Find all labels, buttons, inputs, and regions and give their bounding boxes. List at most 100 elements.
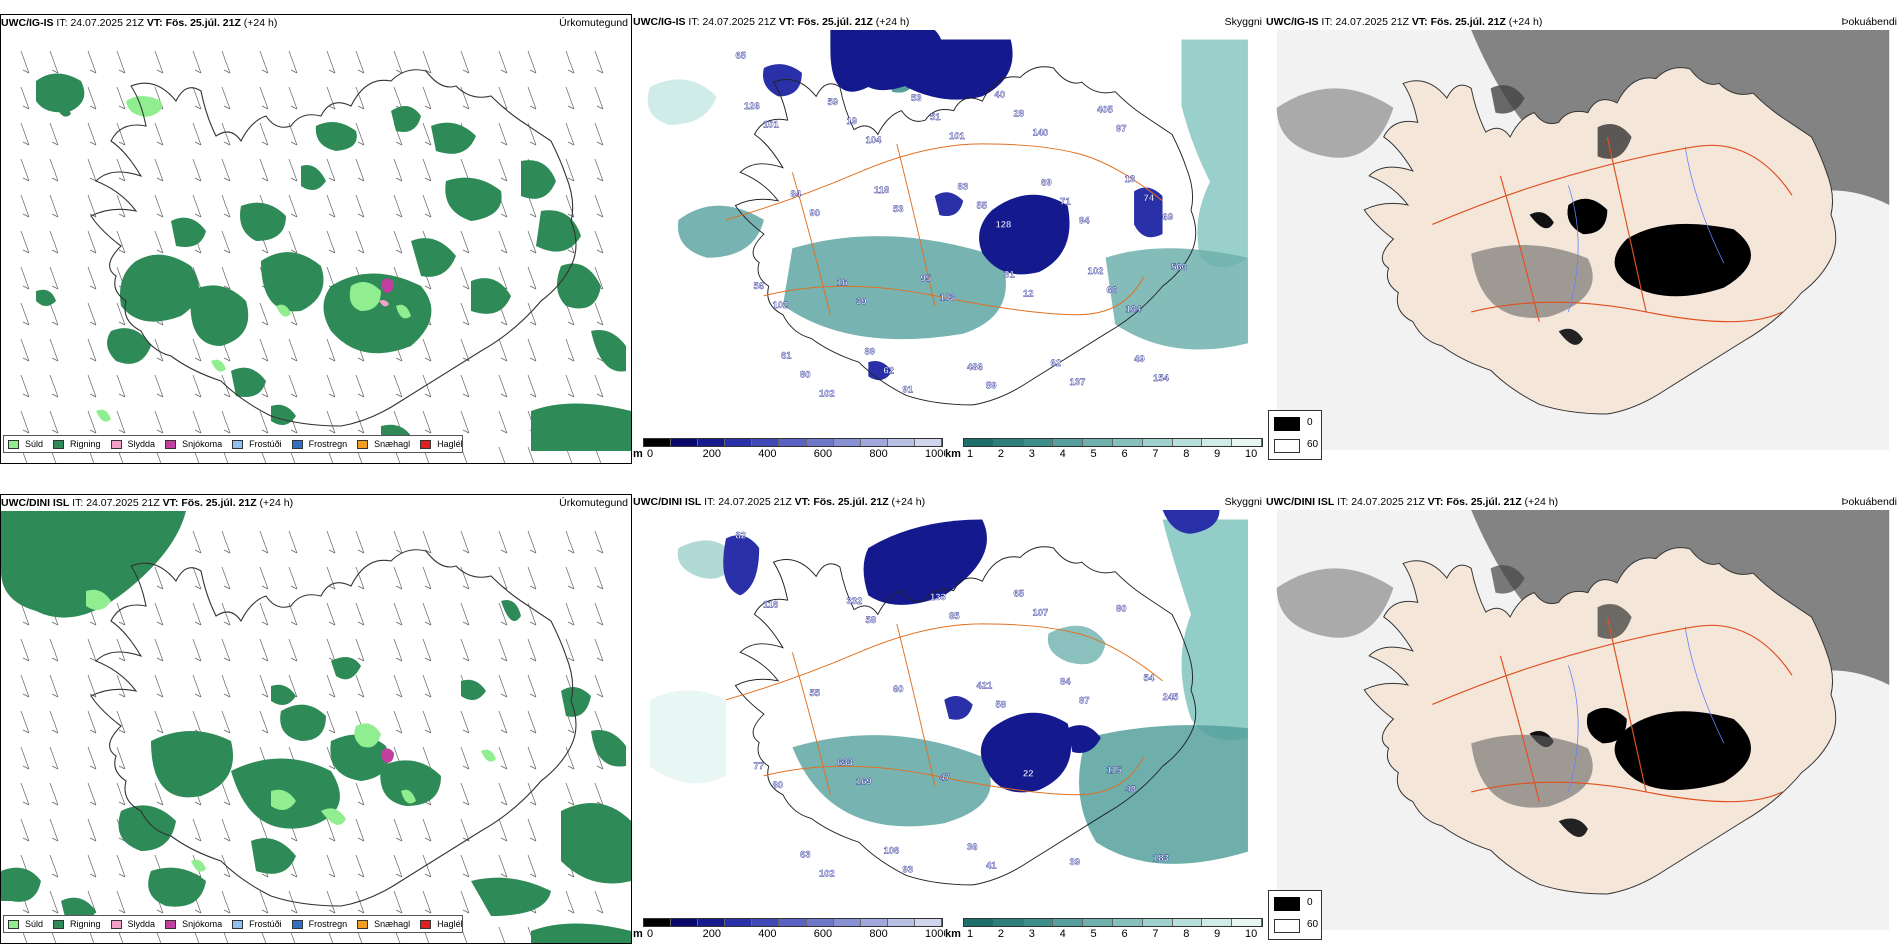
iceland-outline [734,546,1197,886]
cloud-base-label: 60 [893,684,904,695]
wind-barb [594,782,604,806]
wind-barb [49,230,59,254]
roads [725,143,1163,316]
wind-barb [355,50,365,74]
wind-barb [192,374,202,398]
wind-barb [422,854,432,878]
wind-barb [393,566,403,590]
wind-barb [594,230,604,254]
wind-barb [565,158,575,182]
wind-barb [116,194,126,218]
wind-barb [355,86,365,110]
wind-barb [20,302,30,326]
wind-barb [527,638,537,662]
wind-barb [355,782,365,806]
cloud-base-label: 84 [1060,677,1071,688]
wind-barb [326,854,336,878]
wind-barb [565,638,575,662]
wind-barb [498,230,508,254]
wind-barb [498,854,508,878]
wind-barb [154,194,164,218]
cloud-base-label: 245 [1163,692,1180,703]
legend-label: Súld [25,919,44,929]
init-time: 24.07.2025 21Z [702,16,776,28]
wind-barb [393,674,403,698]
cloud-base-colorbar: m 0 200 400 600 800 1000 [633,438,949,460]
wind-barb [498,158,508,182]
legend-swatch [232,439,244,449]
wind-barb [221,266,231,290]
wind-barb [221,230,231,254]
valid-time-label: VT: [794,496,811,508]
iceland-outline [90,69,577,427]
valid-time: Fös. 25.júl. 21Z [797,16,873,28]
wind-barb [422,602,432,626]
colorbar-tick: 1000 [925,448,950,460]
cloud-base-label: 59 [986,381,997,392]
cloud-base-label: 58 [865,615,876,626]
init-time-label: IT: [1337,496,1349,508]
wind-barb [326,158,336,182]
legend-swatch [53,919,65,929]
wind-barb [49,266,59,290]
cloud-base-label: 36 [967,842,978,853]
wind-barb [527,302,537,326]
legend-label: Frostregn [308,919,348,929]
wind-barb [527,446,535,463]
legend-label: Haglél [437,439,463,449]
wind-barb [565,302,575,326]
cloud-base-label: 89 [865,347,876,358]
cloud-base-label: 49 [1134,354,1145,365]
legend-swatch [110,919,122,929]
legend-item: Snæhagl [357,919,410,929]
low-cloud-fields [723,510,1220,793]
wind-barb [87,746,97,770]
wind-barb [422,890,432,914]
visibility-colorbar: km 1 2 3 4 5 6 7 8 9 10 [945,438,1265,460]
wind-barb [49,194,59,218]
roads [725,623,1163,796]
init-time-label: IT: [1321,16,1333,28]
map-header: UWC/IG-IS IT: 24.07.2025 21Z VT: Fös. 25… [1,15,631,31]
colorbar-tick: 6 [1121,448,1128,460]
colorbar-tick: 2 [997,448,1004,460]
colorbar-tick: 0 [647,928,654,940]
wind-barb [20,410,30,434]
cloud-base-label: 133 [930,592,946,603]
wind-barb [422,638,432,662]
wind-barb [326,530,336,554]
wind-barb [355,818,365,842]
rivers [1568,626,1725,793]
wind-barb [498,746,508,770]
wind-barb [565,86,575,110]
wind-barb [460,566,470,590]
parameter-name: Úrkomutegund [559,497,628,509]
wind-barb [288,638,298,662]
colorbar-tick: 4 [1059,928,1066,940]
lead-time: (+24 h) [875,16,910,28]
wind-barb [498,374,508,398]
wind-barb [116,746,126,770]
wind-barb [192,410,202,434]
cloud-base-label: 101 [949,131,966,142]
cloud-base-label: 84 [791,189,802,200]
wind-barb [498,926,506,943]
wind-barb [498,674,508,698]
wind-barb [259,890,269,914]
wind-barb [154,410,164,434]
wind-barb [288,338,298,362]
parameter-name: Úrkomutegund [559,17,628,29]
cloud-base-label: 61 [781,350,792,361]
wind-barb [20,746,30,770]
wind-barb [154,782,164,806]
wind-barb [527,530,537,554]
valid-time: Fös. 25.júl. 21Z [181,497,257,509]
valid-time: Fös. 25.júl. 21Z [1446,496,1522,508]
wind-barb [355,122,365,146]
model-name: UWC/IG-IS [1,17,54,29]
visibility-map-dini: UWC/DINI ISL IT: 24.07.2025 21Z VT: Fös.… [633,494,1265,944]
wind-barb [460,890,470,914]
wind-barb [594,302,604,326]
wind-barb [527,674,537,698]
wind-barb [154,230,164,254]
